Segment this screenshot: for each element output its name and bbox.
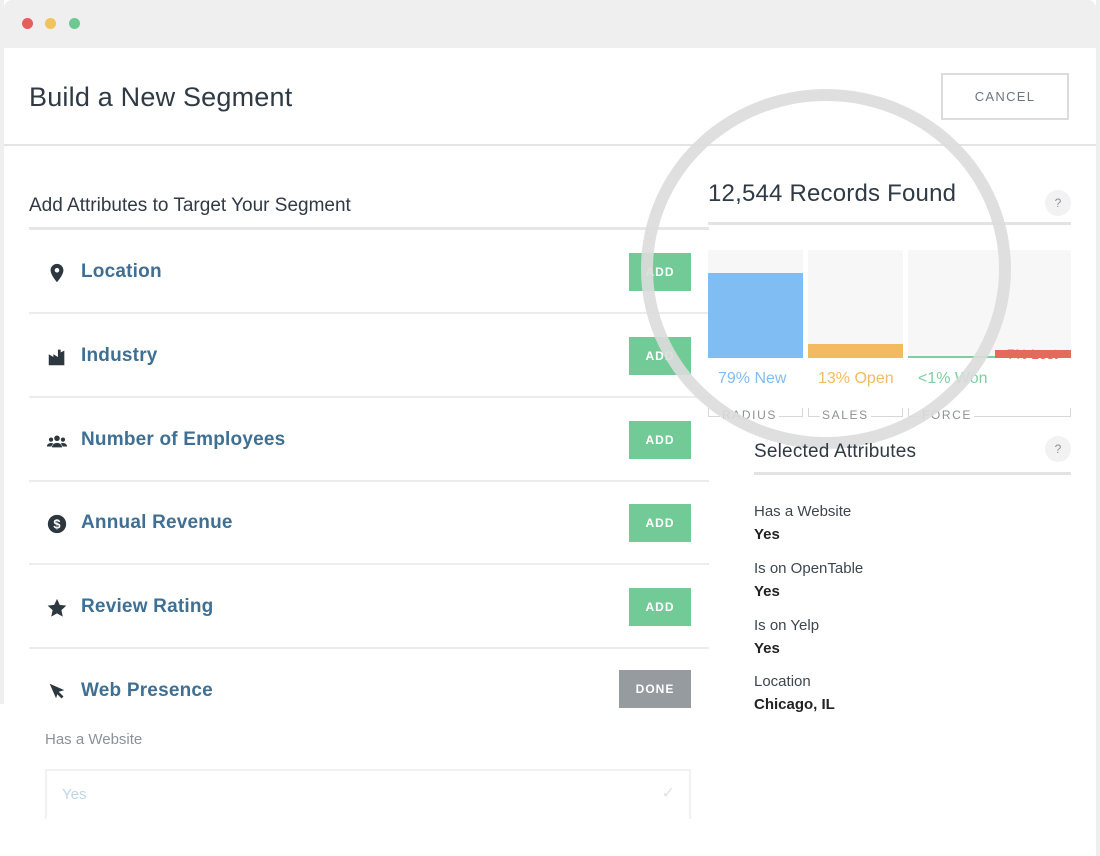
- attribute-label: Review Rating: [81, 596, 214, 617]
- people-group-icon: [46, 435, 68, 448]
- close-window-button[interactable]: [22, 18, 33, 29]
- group-bracket-tick: [908, 408, 909, 416]
- window-frame-left: [0, 0, 4, 704]
- bar-lost[interactable]: [995, 350, 1071, 358]
- attribute-label: Location: [81, 261, 162, 282]
- selected-attribute-value: Yes: [754, 583, 780, 600]
- maximize-window-button[interactable]: [69, 18, 80, 29]
- attribute-label: Number of Employees: [81, 429, 286, 450]
- page-header: Build a New Segment CANCEL: [4, 48, 1096, 146]
- selected-divider: [754, 472, 1071, 475]
- records-status-chart: 79% New 13% Open <1% Won 7% Lost RADIUS SALES…: [708, 250, 1071, 430]
- bar-label-lost: 7% Lost: [1007, 346, 1058, 362]
- records-found-title: 12,544 Records Found: [708, 180, 957, 207]
- selected-attribute-name: Is on Yelp: [754, 617, 820, 634]
- checkmark-icon: ✓: [661, 785, 675, 802]
- selected-attribute-value: Yes: [754, 640, 780, 657]
- add-industry-button[interactable]: ADD: [629, 337, 691, 375]
- bar-open[interactable]: [808, 343, 903, 358]
- attribute-label: Industry: [81, 345, 158, 366]
- group-bracket-tick: [708, 408, 709, 416]
- bar-column-background: [808, 250, 903, 358]
- has-website-label: Has a Website: [45, 731, 143, 748]
- group-bracket-tick: [802, 408, 803, 416]
- has-website-select[interactable]: Yes ✓: [45, 769, 691, 819]
- add-review-rating-button[interactable]: ADD: [629, 588, 691, 626]
- selected-attribute-name: Location: [754, 673, 811, 690]
- map-pin-icon: [50, 263, 64, 283]
- attributes-section-title: Add Attributes to Target Your Segment: [29, 195, 351, 216]
- industry-icon: [48, 349, 65, 366]
- bar-label-new: 79% New: [718, 370, 787, 387]
- star-icon: [47, 598, 67, 617]
- records-help-icon[interactable]: ?: [1045, 190, 1071, 216]
- records-divider: [708, 222, 1071, 225]
- attribute-label: Web Presence: [81, 680, 213, 701]
- bar-label-open: 13% Open: [818, 370, 894, 387]
- attribute-row-revenue[interactable]: $ Annual Revenue ADD: [29, 481, 709, 565]
- group-bracket-tick: [808, 408, 809, 416]
- add-employees-button[interactable]: ADD: [629, 421, 691, 459]
- attribute-row-industry[interactable]: Industry ADD: [29, 314, 709, 398]
- bar-new[interactable]: [708, 272, 803, 358]
- group-label-sales: SALES: [820, 408, 871, 422]
- cursor-arrow-icon: [49, 683, 65, 699]
- selected-help-icon[interactable]: ?: [1045, 436, 1071, 462]
- group-bracket-tick: [902, 408, 903, 416]
- attribute-row-web-presence[interactable]: Web Presence DONE: [29, 649, 709, 733]
- add-location-button[interactable]: ADD: [629, 253, 691, 291]
- selected-attribute-name: Has a Website: [754, 503, 852, 520]
- add-revenue-button[interactable]: ADD: [629, 504, 691, 542]
- bar-label-won: <1% Won: [918, 370, 988, 387]
- done-web-presence-button[interactable]: DONE: [619, 670, 691, 708]
- attribute-label: Annual Revenue: [81, 512, 233, 533]
- minimize-window-button[interactable]: [45, 18, 56, 29]
- selected-attributes-title: Selected Attributes: [754, 441, 917, 462]
- section-divider: [29, 227, 709, 230]
- has-website-select-value: Yes: [62, 786, 87, 803]
- group-label-radius: RADIUS: [720, 408, 779, 422]
- cancel-button[interactable]: CANCEL: [941, 73, 1069, 120]
- group-label-force: FORCE: [920, 408, 974, 422]
- window-frame-right: [1096, 0, 1100, 856]
- svg-text:$: $: [53, 517, 60, 532]
- window-titlebar: [4, 0, 1096, 48]
- bar-won[interactable]: [908, 356, 995, 358]
- selected-attribute-value: Chicago, IL: [754, 696, 835, 713]
- selected-attribute-name: Is on OpenTable: [754, 560, 864, 577]
- attribute-row-employees[interactable]: Number of Employees ADD: [29, 398, 709, 482]
- dollar-circle-icon: $: [47, 514, 67, 534]
- selected-attribute-value: Yes: [754, 526, 780, 543]
- attribute-row-location[interactable]: Location ADD: [29, 230, 709, 314]
- bar-column-background: [908, 250, 1071, 358]
- group-bracket-line: [908, 416, 1071, 417]
- group-bracket-tick: [1070, 408, 1071, 416]
- attribute-row-review-rating[interactable]: Review Rating ADD: [29, 565, 709, 649]
- page-title: Build a New Segment: [29, 82, 293, 112]
